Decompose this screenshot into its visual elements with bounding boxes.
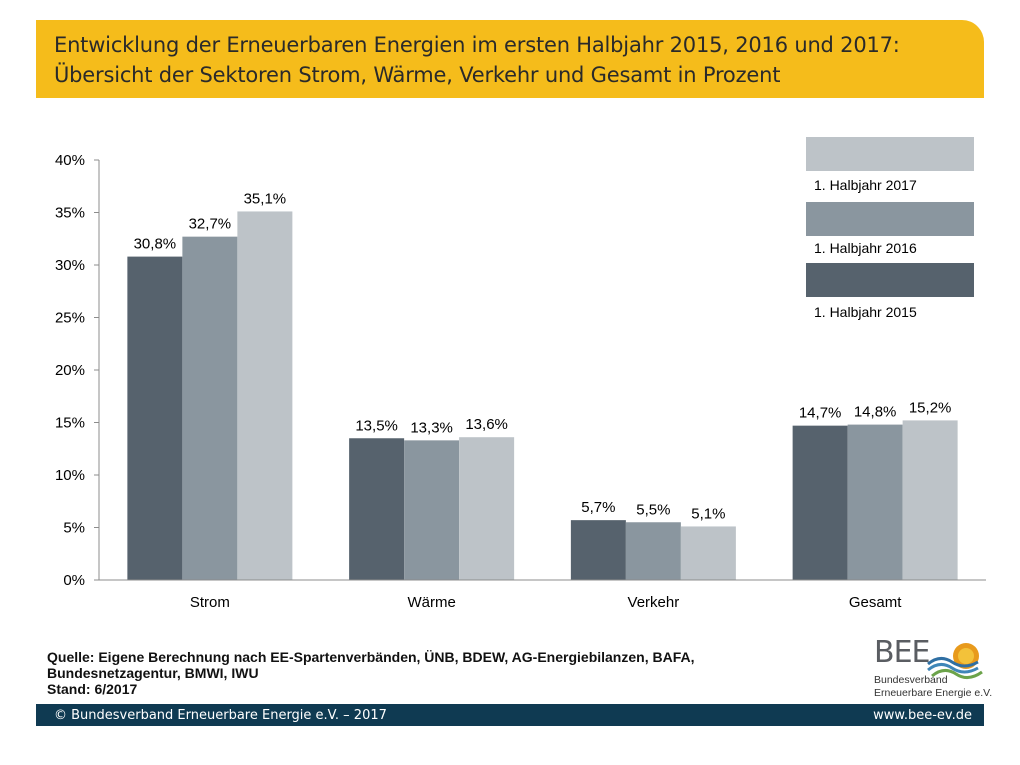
data-label: 14,8% <box>854 404 897 421</box>
legend-label-2017: 1. Halbjahr 2017 <box>814 177 917 193</box>
y-tick-label: 40% <box>55 152 85 169</box>
data-label: 30,8% <box>134 236 177 253</box>
data-label: 5,5% <box>636 501 670 518</box>
legend-label-2016: 1. Halbjahr 2016 <box>814 240 917 256</box>
logo-mark: BEE <box>874 635 930 670</box>
y-tick-label: 20% <box>55 362 85 379</box>
data-label: 15,2% <box>909 399 952 416</box>
y-tick-label: 15% <box>55 415 85 432</box>
x-tick-label: Gesamt <box>849 594 902 611</box>
x-tick-label: Strom <box>190 594 230 611</box>
legend-swatch-2015 <box>806 263 974 297</box>
data-label: 5,1% <box>691 505 725 522</box>
bar <box>127 256 183 580</box>
bar <box>182 236 238 580</box>
logo-sub-1: Bundesverband <box>874 674 948 686</box>
source-line-3: Stand: 6/2017 <box>47 681 138 697</box>
footer-bar: © Bundesverband Erneuerbare Energie e.V.… <box>36 704 984 726</box>
sun-wave-icon <box>927 643 983 679</box>
legend-label-2015: 1. Halbjahr 2015 <box>814 304 917 320</box>
y-tick-label: 5% <box>63 520 85 537</box>
y-tick-label: 10% <box>55 467 85 484</box>
bar <box>404 440 460 580</box>
source-note: Quelle: Eigene Berechnung nach EE-Sparte… <box>47 649 694 697</box>
bar <box>237 211 293 580</box>
data-label: 35,1% <box>244 190 287 207</box>
bee-logo: BEE Bundesverband Erneuerbare Energie e.… <box>868 635 992 702</box>
data-label: 5,7% <box>581 499 615 516</box>
footer-copyright: © Bundesverband Erneuerbare Energie e.V.… <box>54 707 387 723</box>
source-line-1: Quelle: Eigene Berechnung nach EE-Sparte… <box>47 649 695 665</box>
y-tick-label: 0% <box>63 572 85 589</box>
data-label: 13,3% <box>410 419 453 436</box>
bar <box>902 420 958 580</box>
chart-title-line-2: Übersicht der Sektoren Strom, Wärme, Ver… <box>54 63 781 87</box>
bar <box>680 526 736 580</box>
bar <box>459 437 515 580</box>
bar <box>847 424 903 580</box>
bar <box>349 438 405 580</box>
y-tick-label: 35% <box>55 205 85 222</box>
data-label: 13,5% <box>355 417 398 434</box>
x-tick-label: Verkehr <box>628 594 680 611</box>
y-tick-label: 25% <box>55 310 85 327</box>
y-tick-label: 30% <box>55 257 85 274</box>
data-label: 32,7% <box>189 216 232 233</box>
data-label: 14,7% <box>799 405 842 422</box>
bar <box>792 425 848 580</box>
source-line-2: Bundesnetzagentur, BMWI, IWU <box>47 665 259 681</box>
chart-title-line-1: Entwicklung der Erneuerbaren Energien im… <box>54 33 900 57</box>
legend-swatch-2017 <box>806 137 974 171</box>
bar <box>625 522 681 580</box>
footer-url[interactable]: www.bee-ev.de <box>873 707 972 723</box>
logo-sub-2: Erneuerbare Energie e.V. <box>874 687 993 699</box>
x-tick-label: Wärme <box>407 594 455 611</box>
title-bar: Entwicklung der Erneuerbaren Energien im… <box>36 20 984 98</box>
bar <box>570 520 626 580</box>
legend-swatch-2016 <box>806 202 974 236</box>
data-label: 13,6% <box>465 416 508 433</box>
